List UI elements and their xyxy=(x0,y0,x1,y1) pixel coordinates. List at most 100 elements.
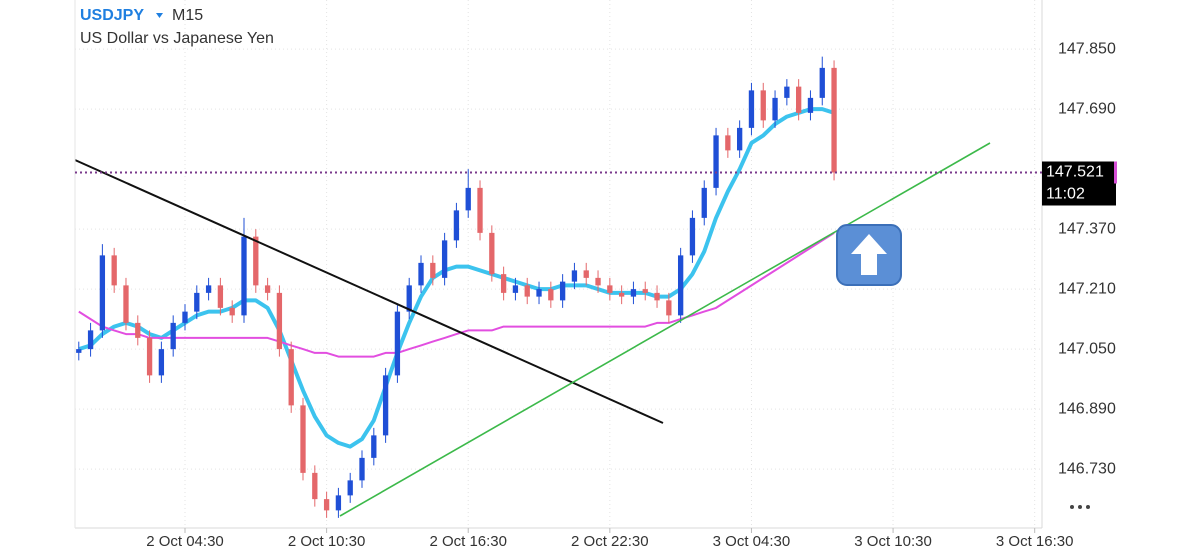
candle-body xyxy=(772,97,778,121)
candle-body xyxy=(654,292,660,301)
x-tick-label: 2 Oct 10:30 xyxy=(288,533,366,550)
x-tick-label: 3 Oct 16:30 xyxy=(996,533,1074,550)
moving-average-line xyxy=(78,232,835,358)
moving-average-line xyxy=(78,107,835,449)
y-tick-label: 147.210 xyxy=(1058,280,1116,297)
timeframe[interactable]: M15 xyxy=(172,7,203,24)
price-tag: 147.521 11:02 xyxy=(75,161,1117,206)
candle-body xyxy=(382,375,389,436)
candle-body xyxy=(229,307,235,316)
candle-body xyxy=(453,210,460,241)
axes: 146.730 146.890 147.050 147.210 147.370 147.6… xyxy=(146,40,1116,550)
candle-body xyxy=(689,217,696,256)
countdown-box xyxy=(1042,183,1116,206)
candle-body xyxy=(760,90,766,121)
candle-body xyxy=(713,135,719,188)
candle-body xyxy=(583,270,589,278)
candle-body xyxy=(642,289,648,293)
candle-body xyxy=(76,349,82,353)
last-price-label: 147.521 xyxy=(1046,164,1104,181)
candle-body xyxy=(347,480,353,496)
x-tick-label: 3 Oct 10:30 xyxy=(854,533,932,550)
y-tick-label: 146.890 xyxy=(1058,400,1116,417)
candle-body xyxy=(548,289,554,301)
candle-body xyxy=(264,285,271,293)
candle-body xyxy=(312,472,318,500)
candle-body xyxy=(666,300,672,316)
candle-body xyxy=(430,262,436,278)
candle-body xyxy=(489,232,495,275)
candle-body xyxy=(524,285,530,297)
candle-body xyxy=(418,262,424,286)
candle-body xyxy=(135,322,141,338)
candle-body xyxy=(146,337,153,376)
candle-body xyxy=(725,135,731,151)
candle-body xyxy=(335,495,342,511)
candle-body xyxy=(205,285,212,293)
candle-body xyxy=(371,435,377,458)
candle-body xyxy=(182,311,188,323)
countdown-label: 11:02 xyxy=(1046,186,1085,203)
dropdown-icon[interactable] xyxy=(156,13,163,18)
x-tick-label: 2 Oct 16:30 xyxy=(429,533,507,550)
candle-body xyxy=(512,285,519,293)
symbol: USDJPY xyxy=(80,7,144,24)
candle-body xyxy=(784,86,790,98)
candle-body xyxy=(618,292,625,297)
candle-body xyxy=(300,405,306,473)
candle-body xyxy=(359,457,365,481)
y-tick-label: 146.730 xyxy=(1058,460,1116,477)
trendline-black xyxy=(74,159,664,424)
candle-body xyxy=(253,236,259,286)
subtitle: US Dollar vs Japanese Yen xyxy=(80,30,274,47)
candle-body xyxy=(170,322,176,350)
candle-body xyxy=(736,127,743,151)
y-tick-label: 147.370 xyxy=(1058,220,1116,237)
candle-body xyxy=(595,277,601,286)
candle-body xyxy=(111,255,117,286)
x-tick-label: 2 Oct 22:30 xyxy=(571,533,649,550)
candle-body xyxy=(677,255,684,316)
x-tick-label: 2 Oct 04:30 xyxy=(146,533,224,550)
y-tick-label: 147.850 xyxy=(1058,40,1116,57)
candle-body xyxy=(323,499,330,511)
candle-body xyxy=(559,281,566,301)
candle-body xyxy=(406,285,412,312)
trendline-green xyxy=(339,142,991,517)
candle-body xyxy=(477,187,483,233)
candle-body xyxy=(500,274,507,293)
candle-body xyxy=(701,187,707,218)
up-arrow-icon xyxy=(836,224,902,286)
candle-body xyxy=(465,187,471,211)
candle-body xyxy=(748,90,755,128)
candle-body xyxy=(819,67,825,98)
moving-averages xyxy=(78,107,835,449)
candle-body xyxy=(630,289,637,297)
candle-body xyxy=(441,240,448,278)
candle-body xyxy=(394,311,401,376)
candle-body xyxy=(87,330,94,350)
y-tick-label: 147.690 xyxy=(1058,100,1116,117)
x-tick-label: 3 Oct 04:30 xyxy=(713,533,791,550)
candle-body xyxy=(241,236,247,316)
candles xyxy=(76,56,837,518)
candle-body xyxy=(158,349,165,376)
candle-body xyxy=(796,86,802,113)
candle-body xyxy=(536,289,542,297)
last-price-edge xyxy=(1114,161,1117,184)
candle-body xyxy=(607,285,613,293)
candle-body xyxy=(276,292,283,350)
candle-body xyxy=(288,349,294,406)
candle-body xyxy=(99,255,106,331)
menu-icon[interactable] xyxy=(1070,505,1090,509)
candle-body xyxy=(194,292,200,312)
y-tick-label: 147.050 xyxy=(1058,340,1116,357)
last-price-box xyxy=(1042,161,1116,184)
candle-body xyxy=(217,285,224,308)
candle-body xyxy=(831,67,837,173)
candle-body xyxy=(123,285,129,323)
candle-body xyxy=(807,97,814,113)
candle-body xyxy=(571,270,578,282)
